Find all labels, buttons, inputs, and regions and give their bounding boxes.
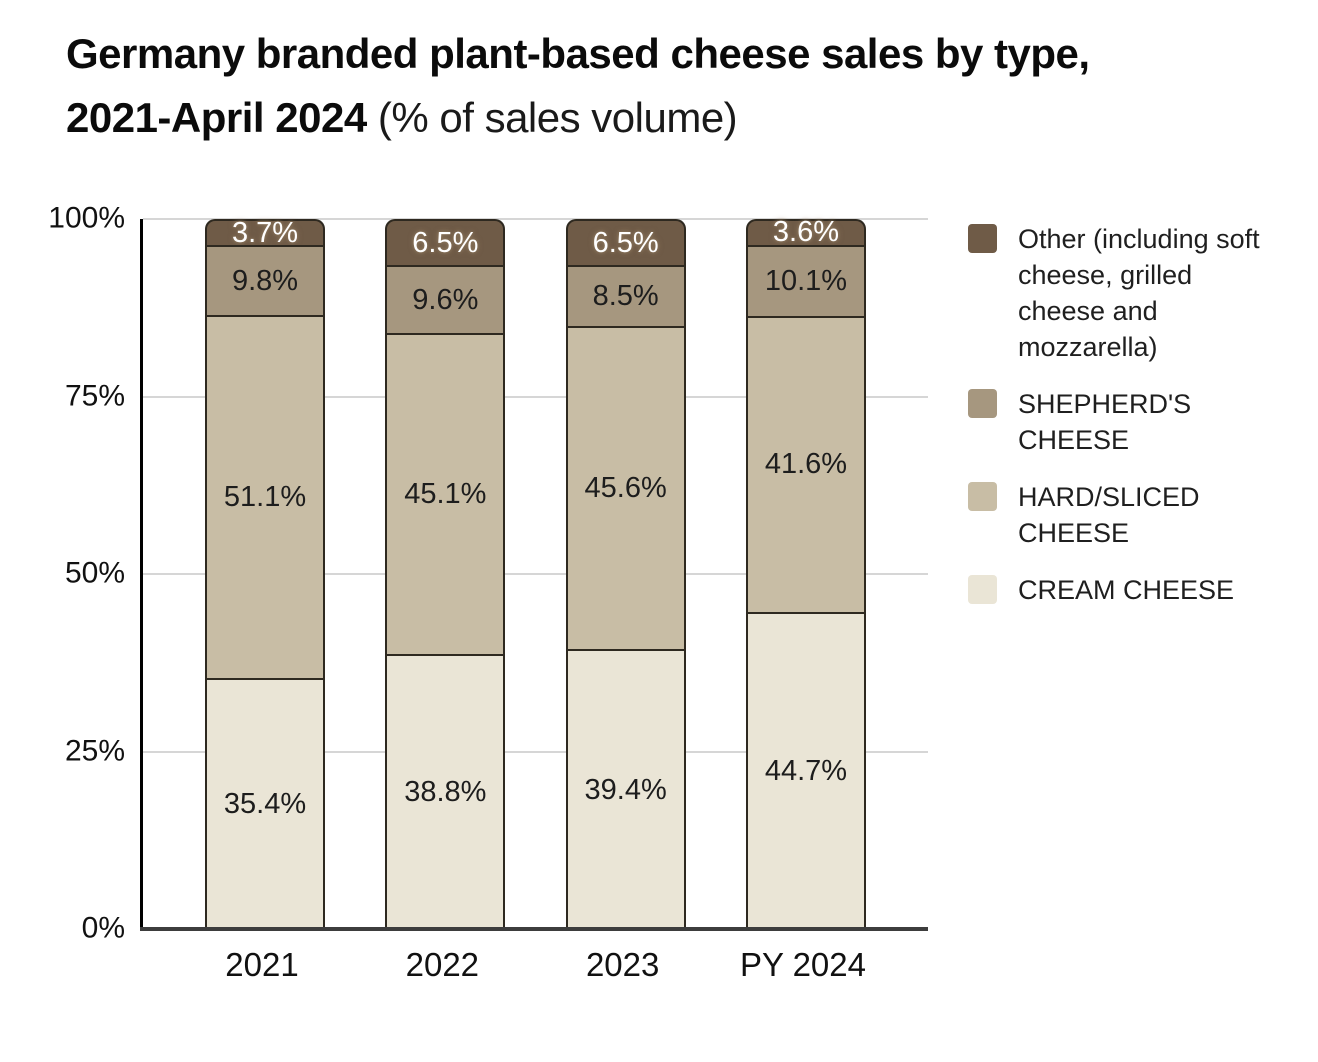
y-tick-25pct: 25% [64, 733, 125, 767]
segment-value-label: 35.4% [223, 787, 307, 820]
segment-other: 3.7% [205, 216, 325, 249]
legend-item-cream-cheese: CREAM CHEESE [968, 572, 1298, 608]
gridline-100pct [143, 218, 928, 220]
plot-area: 35.4% 51.1% 9.8% 3.7% 38.8% 45.1% 9.6% 6.5% 39.4… [140, 216, 928, 931]
legend-label-hard-sliced-cheese: HARD/SLICED CHEESE [1018, 482, 1200, 548]
bar-2023: 39.4% 45.6% 8.5% 6.5% [565, 219, 686, 929]
bar-2021: 35.4% 51.1% 9.8% 3.7% [205, 216, 325, 929]
title-line2-normal: (% of sales volume) [366, 94, 738, 141]
legend: Other (including soft cheese, grilled ch… [968, 221, 1298, 629]
segment-value-label: 10.1% [764, 264, 848, 297]
segment-value-label: 45.1% [404, 477, 487, 510]
segment-value-label: 3.6% [772, 216, 840, 249]
segment-value-label: 51.1% [223, 480, 307, 513]
bar-2022: 38.8% 45.1% 9.6% 6.5% [385, 219, 506, 929]
segment-other: 6.5% [565, 219, 686, 266]
segment-shepherds-cheese: 10.1% [745, 244, 866, 317]
title-line1: Germany branded plant-based cheese sales… [66, 30, 1090, 77]
title-line2-bold: 2021-April 2024 [66, 94, 367, 141]
y-tick-0pct: 0% [81, 911, 125, 945]
segment-hard-sliced-cheese: 51.1% [205, 314, 325, 678]
segment-cream-cheese: 39.4% [565, 649, 686, 929]
y-tick-75pct: 75% [64, 378, 125, 412]
x-tick-2022: 2022 [405, 946, 480, 983]
segment-cream-cheese: 44.7% [745, 611, 866, 929]
legend-swatch-cream-cheese [968, 575, 997, 604]
chart-title: Germany branded plant-based cheese sales… [66, 22, 1090, 150]
segment-cream-cheese: 35.4% [205, 677, 325, 929]
segment-shepherds-cheese: 9.8% [205, 245, 325, 315]
legend-swatch-hard-sliced-cheese [968, 482, 997, 511]
segment-value-label: 8.5% [592, 279, 659, 312]
bars-container: 35.4% 51.1% 9.8% 3.7% 38.8% 45.1% 9.6% 6.5% 39.4… [143, 216, 928, 929]
segment-other: 3.6% [745, 216, 866, 249]
segment-hard-sliced-cheese: 45.1% [385, 333, 506, 654]
legend-swatch-shepherds-cheese [968, 389, 997, 418]
gridline-25pct [143, 750, 928, 753]
segment-value-label: 45.6% [584, 471, 667, 504]
x-axis-line [140, 927, 928, 931]
legend-label-other: Other (including soft cheese, grilled ch… [1018, 224, 1260, 362]
y-axis-labels: 100% 75% 50% 25% 0% [18, 201, 125, 944]
segment-value-label: 41.6% [764, 448, 848, 481]
legend-swatch-other [968, 224, 997, 253]
x-tick-2021: 2021 [225, 946, 299, 983]
legend-item-other: Other (including soft cheese, grilled ch… [968, 221, 1298, 365]
segment-value-label: 3.7% [231, 216, 299, 249]
segment-value-label: 38.8% [404, 775, 487, 808]
bar-py-2024: 44.7% 41.6% 10.1% 3.6% [745, 216, 866, 929]
gridline-75pct [143, 395, 928, 398]
gridline-50pct [143, 573, 928, 575]
segment-value-label: 44.7% [764, 754, 848, 787]
segment-other: 6.5% [385, 219, 506, 266]
legend-label-shepherds-cheese: SHEPHERD'S CHEESE [1018, 389, 1192, 455]
x-tick-2023: 2023 [585, 946, 660, 983]
segment-hard-sliced-cheese: 45.6% [565, 325, 686, 650]
legend-item-shepherds-cheese: SHEPHERD'S CHEESE [968, 386, 1298, 458]
segment-value-label: 9.6% [412, 283, 479, 316]
segment-value-label: 9.8% [231, 264, 299, 297]
segment-hard-sliced-cheese: 41.6% [745, 316, 866, 612]
y-tick-50pct: 50% [64, 556, 125, 590]
segment-shepherds-cheese: 8.5% [565, 265, 686, 326]
segment-cream-cheese: 38.8% [385, 653, 506, 929]
segment-value-label: 6.5% [592, 226, 659, 259]
x-tick-py-2024: PY 2024 [739, 946, 866, 983]
legend-item-hard-sliced-cheese: HARD/SLICED CHEESE [968, 479, 1298, 551]
x-axis-labels: 2021 2022 2023 PY 2024 [140, 946, 925, 984]
y-tick-100pct: 100% [48, 201, 125, 235]
legend-label-cream-cheese: CREAM CHEESE [1018, 575, 1235, 605]
segment-value-label: 6.5% [412, 226, 479, 259]
segment-value-label: 39.4% [584, 773, 667, 806]
segment-shepherds-cheese: 9.6% [385, 265, 506, 334]
